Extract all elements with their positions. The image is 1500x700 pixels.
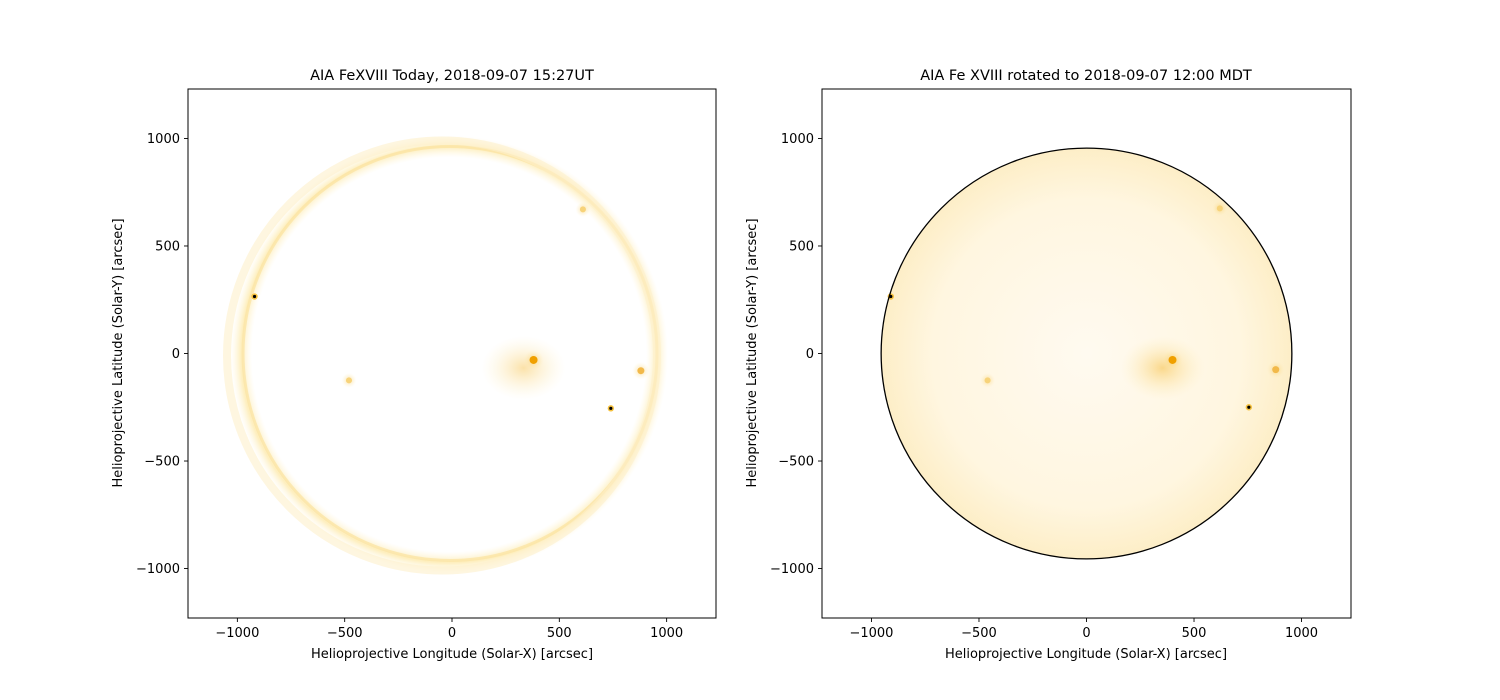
- x-tick-label: 500: [1182, 626, 1207, 641]
- right-x-axis-label: Helioprojective Longitude (Solar-X) [arc…: [945, 647, 1227, 662]
- bright-feature: [345, 377, 352, 384]
- right-panel: AIA Fe XVIII rotated to 2018-09-07 12:00…: [745, 68, 1352, 662]
- bright-feature: [579, 206, 586, 213]
- x-tick-label: 1000: [1285, 626, 1318, 641]
- y-tick-label: −1000: [770, 562, 814, 577]
- x-tick-label: −500: [961, 626, 997, 641]
- limb-outer-glow: [223, 136, 661, 575]
- left-y-axis-label: Helioprojective Latitude (Solar-Y) [arcs…: [111, 218, 126, 487]
- bright-feature: [252, 294, 257, 299]
- x-tick-label: 0: [448, 626, 456, 641]
- y-tick-label: 1000: [781, 132, 814, 147]
- bright-feature: [1216, 205, 1223, 212]
- solar-disk: [881, 148, 1292, 559]
- y-tick-label: 500: [155, 239, 180, 254]
- x-tick-label: −1000: [849, 626, 893, 641]
- y-tick-label: 0: [172, 347, 180, 362]
- y-tick-label: 1000: [147, 132, 180, 147]
- active-region-glow: [481, 335, 566, 400]
- y-tick-label: −500: [778, 455, 814, 470]
- right-image-area: [822, 89, 1351, 618]
- limb-halo: [230, 135, 668, 574]
- x-tick-label: 500: [547, 626, 572, 641]
- left-image-area: [188, 89, 716, 618]
- bright-feature: [1272, 366, 1280, 374]
- bright-feature: [609, 406, 613, 410]
- right-y-axis-label: Helioprojective Latitude (Solar-Y) [arcs…: [745, 218, 760, 487]
- active-region-glow: [1120, 335, 1205, 400]
- left-panel: AIA FeXVIII Today, 2018-09-07 15:27UT −1…: [111, 68, 717, 662]
- y-tick-label: −1000: [136, 562, 180, 577]
- x-tick-label: −1000: [215, 626, 259, 641]
- solar-limb-circle: [880, 147, 1293, 560]
- y-tick-label: −500: [144, 455, 180, 470]
- bright-feature: [1168, 355, 1177, 364]
- left-x-axis-label: Helioprojective Longitude (Solar-X) [arc…: [311, 647, 593, 662]
- x-tick-label: −500: [327, 626, 363, 641]
- y-tick-label: 500: [789, 239, 814, 254]
- x-tick-label: 0: [1082, 626, 1090, 641]
- x-tick-label: 1000: [650, 626, 683, 641]
- right-plot-title: AIA Fe XVIII rotated to 2018-09-07 12:00…: [920, 68, 1252, 84]
- bright-feature: [529, 355, 538, 364]
- y-tick-label: 0: [806, 347, 814, 362]
- bright-feature: [1247, 405, 1251, 409]
- left-plot-title: AIA FeXVIII Today, 2018-09-07 15:27UT: [310, 68, 594, 84]
- bright-feature: [984, 377, 991, 384]
- bright-feature: [637, 367, 645, 375]
